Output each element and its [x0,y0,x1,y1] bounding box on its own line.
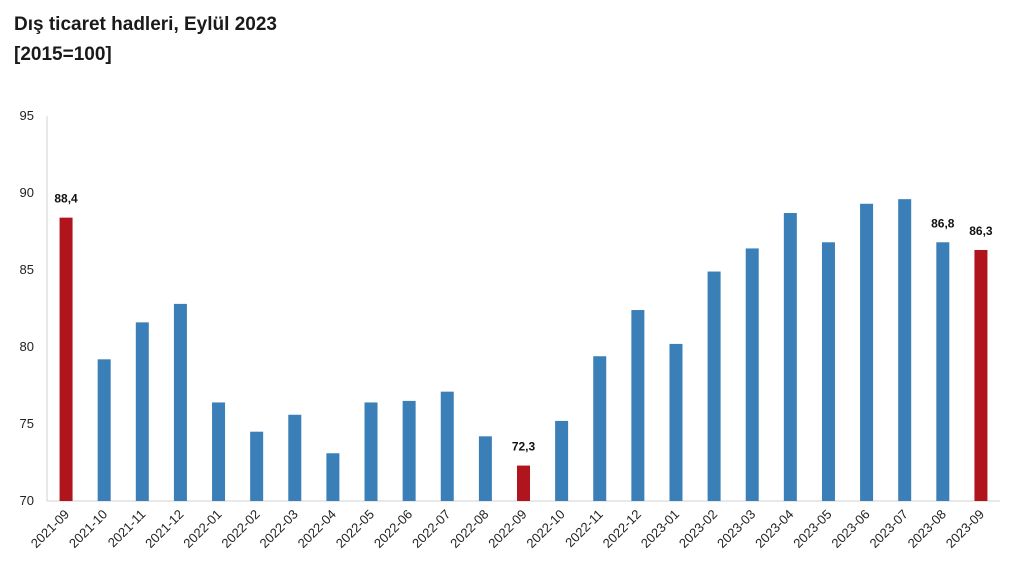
x-tick-label: 2022-10 [523,507,567,551]
x-tick-label: 2022-09 [485,507,529,551]
bar [97,359,111,501]
x-tick-label: 2023-08 [905,507,949,551]
x-tick-label: 2022-07 [409,507,453,551]
y-tick-label: 70 [20,493,34,508]
x-tick-label: 2023-03 [714,507,758,551]
chart-title-block: Dış ticaret hadleri, Eylül 2023 [2015=10… [14,10,277,70]
bar [974,249,988,501]
bar [173,303,187,501]
bar [707,271,721,501]
x-tick-label: 2021-09 [28,507,72,551]
bar [821,242,835,501]
bar [593,356,607,501]
data-label: 72,3 [512,440,536,454]
data-label: 86,8 [931,216,955,230]
x-tick-label: 2023-02 [676,507,720,551]
bar [59,217,73,501]
x-tick-label: 2022-03 [257,507,301,551]
bar [669,343,683,501]
x-tick-label: 2022-12 [600,507,644,551]
y-tick-label: 85 [20,262,34,277]
x-tick-label: 2023-01 [638,507,682,551]
chart-subtitle: [2015=100] [14,44,112,65]
bar [936,242,950,501]
bar [288,414,302,501]
x-tick-label: 2021-12 [142,507,186,551]
x-tick-label: 2023-09 [943,507,987,551]
bar [631,310,645,501]
x-tick-label: 2022-08 [447,507,491,551]
x-tick-label: 2022-06 [371,507,415,551]
x-tick-label: 2022-01 [180,507,224,551]
bar [326,453,340,501]
chart-title: Dış ticaret hadleri, Eylül 2023 [14,14,277,35]
y-tick-label: 90 [20,185,34,200]
bar [364,402,378,501]
bar [440,391,454,501]
bar [250,431,264,501]
x-tick-label: 2022-05 [333,507,377,551]
x-tick-label: 2022-04 [295,507,339,551]
data-label: 88,4 [54,192,78,206]
x-tick-label: 2023-07 [866,507,910,551]
x-tick-label: 2021-11 [105,507,149,551]
x-tick-label: 2023-05 [790,507,834,551]
bar [517,465,530,501]
x-tick-label: 2022-11 [562,507,606,551]
bar [783,213,797,501]
bar [860,203,874,501]
bar [402,400,416,501]
x-tick-label: 2022-02 [218,507,262,551]
x-tick-label: 2023-06 [828,507,872,551]
y-tick-label: 80 [20,339,34,354]
bar [135,322,149,501]
y-tick-label: 75 [20,416,34,431]
x-tick-label: 2023-04 [752,507,796,551]
data-label: 86,3 [969,224,993,238]
bar [555,420,569,501]
bar [745,248,759,501]
bar [478,436,492,501]
y-tick-label: 95 [20,108,34,123]
x-tick-label: 2021-10 [66,507,110,551]
bar [898,199,912,501]
bar [212,402,226,501]
